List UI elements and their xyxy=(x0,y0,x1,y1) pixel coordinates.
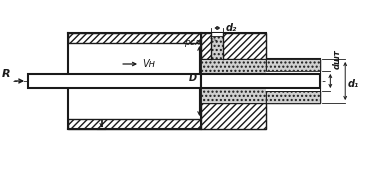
Bar xyxy=(211,36,223,59)
Text: d₂: d₂ xyxy=(225,23,236,33)
Text: D: D xyxy=(188,73,196,83)
Bar xyxy=(266,59,320,71)
Bar xyxy=(202,33,266,129)
Bar xyxy=(266,59,320,71)
Bar xyxy=(202,33,266,59)
Bar xyxy=(202,74,320,88)
Bar xyxy=(68,33,202,43)
Bar xyxy=(28,74,202,88)
Bar xyxy=(202,59,266,74)
Bar xyxy=(211,33,223,59)
Bar xyxy=(266,91,320,103)
Bar xyxy=(266,59,320,103)
Text: pсл.: pсл. xyxy=(184,38,204,47)
Bar xyxy=(202,88,266,103)
Text: Vн: Vн xyxy=(142,59,155,69)
Text: R: R xyxy=(1,69,10,79)
Text: d₁: d₁ xyxy=(347,79,359,89)
Bar xyxy=(266,91,320,103)
Bar xyxy=(202,103,266,129)
Bar xyxy=(68,119,202,129)
Text: dшт: dшт xyxy=(332,49,342,69)
Bar xyxy=(68,43,202,119)
Bar xyxy=(266,71,320,91)
Bar xyxy=(202,74,266,88)
